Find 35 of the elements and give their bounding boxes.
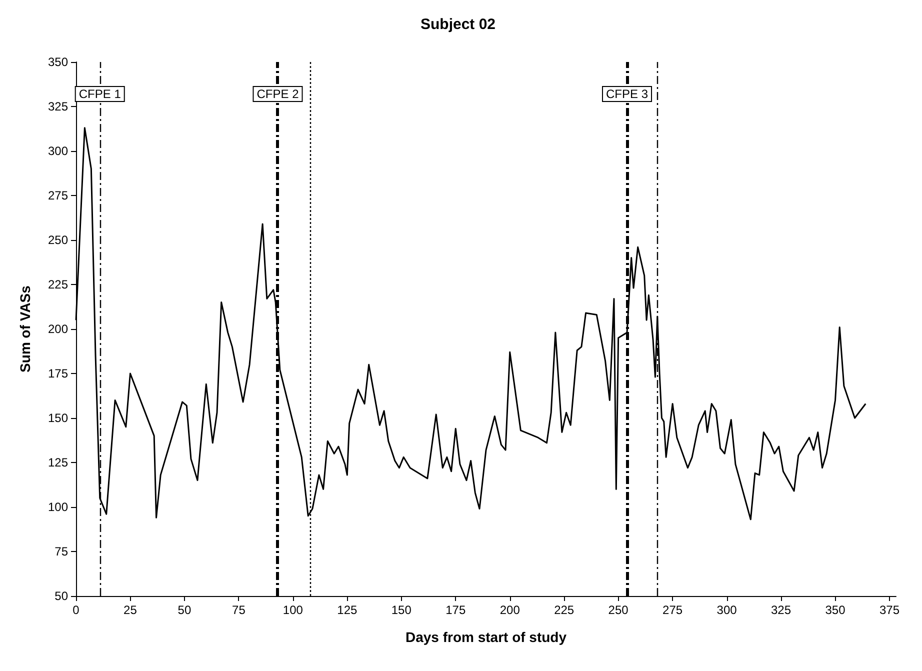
y-tick-label: 225 bbox=[48, 278, 68, 292]
y-tick-label: 100 bbox=[48, 500, 68, 514]
x-tick-label: 50 bbox=[178, 603, 192, 617]
x-tick-label: 300 bbox=[716, 603, 738, 617]
x-tick-label: 175 bbox=[446, 603, 466, 617]
ref-line-label: CFPE 2 bbox=[256, 87, 300, 102]
y-tick-label: 200 bbox=[48, 322, 68, 336]
x-tick-label: 0 bbox=[72, 603, 80, 617]
ref-line-label: CFPE 1 bbox=[78, 87, 122, 102]
x-axis-title: Days from start of study bbox=[405, 629, 567, 645]
y-axis-title: Sum of VASs bbox=[17, 285, 33, 372]
x-tick-label: 25 bbox=[124, 603, 138, 617]
x-tick-label: 200 bbox=[500, 603, 520, 617]
x-tick-label: 125 bbox=[337, 603, 358, 617]
y-tick-label: 300 bbox=[48, 144, 68, 158]
y-tick-label: 150 bbox=[48, 411, 68, 425]
x-tick-label: 275 bbox=[662, 603, 683, 617]
chart-title: Subject 02 bbox=[420, 16, 496, 33]
y-tick-label: 350 bbox=[48, 55, 68, 69]
y-tick-label: 75 bbox=[54, 544, 68, 558]
y-tick-label: 275 bbox=[48, 188, 68, 202]
x-tick-label: 100 bbox=[282, 603, 304, 617]
y-tick-label: 125 bbox=[48, 456, 68, 470]
x-tick-label: 375 bbox=[879, 603, 900, 617]
x-tick-label: 150 bbox=[391, 603, 412, 617]
x-tick-label: 75 bbox=[232, 603, 246, 617]
x-tick-label: 250 bbox=[608, 603, 629, 617]
x-tick-label: 325 bbox=[771, 603, 792, 617]
y-tick-label: 250 bbox=[48, 233, 68, 247]
x-tick-label: 350 bbox=[825, 603, 846, 617]
y-tick-label: 325 bbox=[48, 100, 68, 114]
y-tick-label: 175 bbox=[48, 366, 68, 380]
x-tick-label: 225 bbox=[554, 603, 574, 617]
y-tick-label: 50 bbox=[54, 589, 68, 603]
ref-line-label: CFPE 3 bbox=[606, 87, 648, 102]
